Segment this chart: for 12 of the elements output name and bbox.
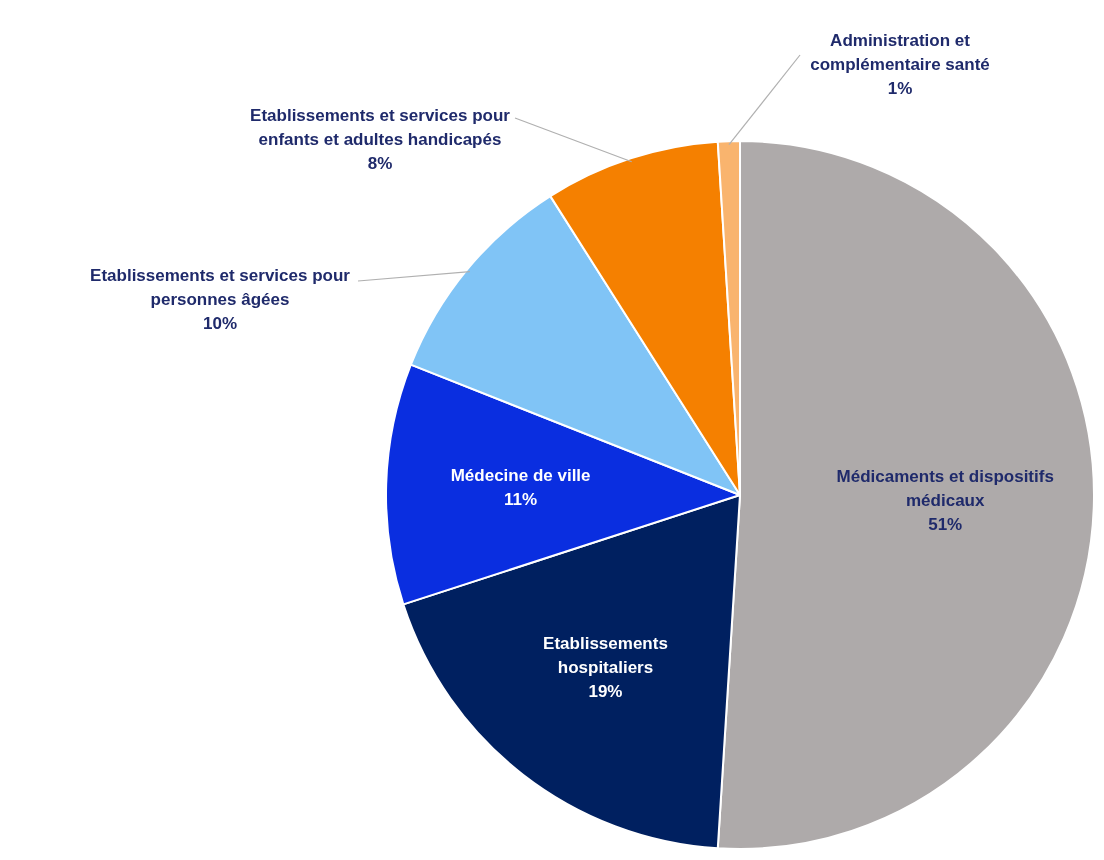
data-label: 10% xyxy=(202,313,238,333)
data-label: 51% xyxy=(928,515,963,535)
data-label: 11% xyxy=(504,489,538,509)
slice-label: Etablissements et services pour personnes âgées xyxy=(90,265,351,309)
slice-label: Médicaments et dispositifs médicaux xyxy=(836,467,1054,511)
slice-label: Etablissements et services pour enfants et adultes handicapés xyxy=(250,105,511,149)
slice-label: Médecine de ville xyxy=(450,465,591,485)
slice-label: Administration et complémentaire santé xyxy=(810,30,990,74)
slice-label: Etablissements hospitaliers xyxy=(543,634,668,678)
data-label: 1% xyxy=(887,78,913,98)
data-label: 19% xyxy=(588,682,623,702)
data-label: 8% xyxy=(367,153,393,173)
